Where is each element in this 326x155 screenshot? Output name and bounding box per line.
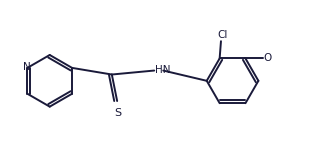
Text: O: O: [263, 53, 272, 63]
Text: S: S: [114, 108, 121, 118]
Text: Cl: Cl: [217, 30, 228, 40]
Text: N: N: [23, 62, 31, 72]
Text: HN: HN: [155, 65, 170, 75]
